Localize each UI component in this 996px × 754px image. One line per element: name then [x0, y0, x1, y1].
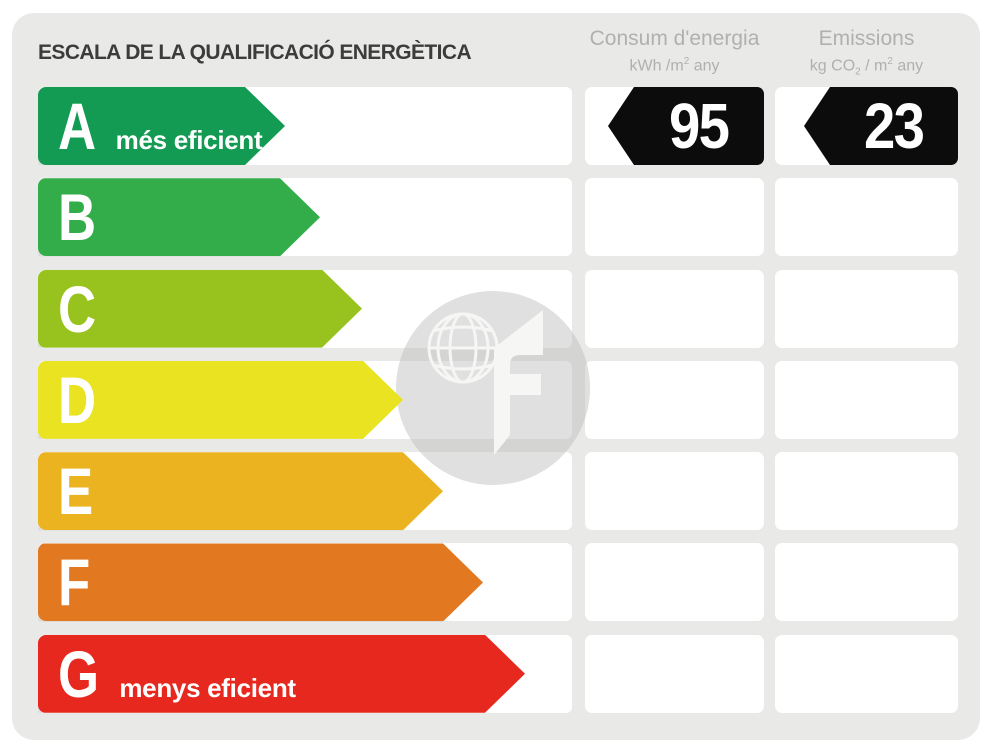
- rating-letter: A: [58, 89, 97, 163]
- rating-bar: F: [38, 543, 483, 621]
- rating-letter: C: [58, 271, 97, 346]
- consum-header-title: Consum d'energia: [589, 27, 760, 50]
- rating-bar-label: menys eficient: [119, 672, 296, 703]
- consum-cell: [585, 543, 764, 622]
- emissions-header-units: kg CO2 / m2 any: [809, 56, 924, 78]
- page-title: ESCALA DE LA QUALIFICACIÓ ENERGÈTICA: [38, 41, 472, 64]
- rating-bar: E: [38, 452, 443, 530]
- emissions-cell: 23: [775, 87, 958, 165]
- scale-row: B: [38, 178, 958, 257]
- consum-header-units: kWh /m2 any: [629, 56, 720, 75]
- consum-cell: 95: [585, 87, 764, 165]
- scale-row: D: [38, 360, 958, 439]
- scale-rows: 95 23 A més eficient B: [38, 87, 958, 713]
- consum-cell: [585, 360, 764, 439]
- rating-bar: B: [38, 178, 320, 256]
- rating-bar: C: [38, 270, 362, 348]
- rating-letter: F: [58, 545, 91, 620]
- consum-value-tag: 95: [608, 87, 764, 165]
- rating-bar: D: [38, 361, 403, 439]
- scale-row: F: [38, 543, 958, 622]
- emissions-value-tag: 23: [804, 87, 958, 165]
- rating-letter: B: [58, 180, 97, 255]
- consum-cell: [585, 269, 764, 348]
- rating-letter: G: [58, 636, 100, 711]
- scale-row: C: [38, 269, 958, 348]
- consum-cell: [585, 634, 764, 713]
- emissions-cell: [775, 269, 958, 348]
- emissions-value: 23: [864, 90, 925, 162]
- scale-row: 95 23 A més eficient: [38, 87, 958, 165]
- emissions-cell: [775, 543, 958, 622]
- emissions-cell: [775, 360, 958, 439]
- emissions-cell: [775, 178, 958, 257]
- rating-letter: D: [58, 362, 97, 437]
- emissions-column-header: Emissions kg CO2 / m2 any: [775, 27, 958, 78]
- emissions-cell: [775, 634, 958, 713]
- consum-column-header: Consum d'energia kWh /m2 any: [585, 27, 764, 75]
- consum-cell: [585, 178, 764, 257]
- scale-row: G menys eficient: [38, 634, 958, 713]
- consum-value: 95: [669, 90, 730, 162]
- emissions-header-title: Emissions: [818, 27, 915, 50]
- rating-letter: E: [58, 454, 94, 529]
- rating-bar: A més eficient: [38, 87, 285, 165]
- rating-bar: G menys eficient: [38, 635, 525, 713]
- rating-bar-label: més eficient: [115, 125, 263, 155]
- consum-cell: [585, 452, 764, 531]
- scale-row: E: [38, 452, 958, 531]
- emissions-cell: [775, 452, 958, 531]
- energy-scale-panel: ESCALA DE LA QUALIFICACIÓ ENERGÈTICA Con…: [12, 13, 980, 740]
